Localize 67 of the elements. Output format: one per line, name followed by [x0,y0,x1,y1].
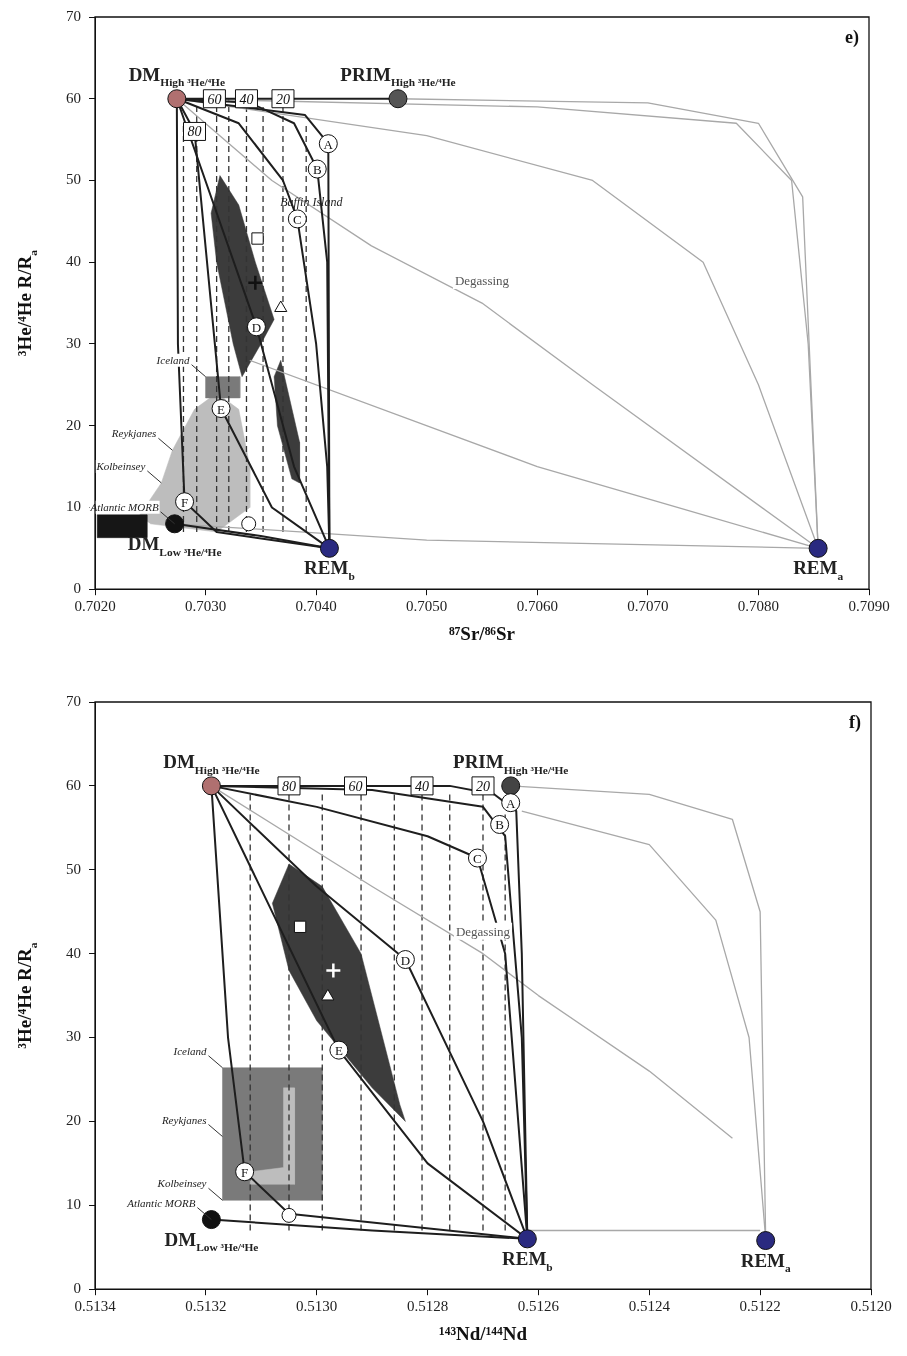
data-label: C [293,211,302,227]
x-tick-label: 0.7080 [737,598,780,615]
y-tick-label: 50 [66,171,81,188]
x-tick-label: 0.7070 [627,598,669,615]
y-tick-label: 30 [66,334,81,351]
y-tick-label: 70 [66,7,81,24]
data-label: E [334,1043,343,1059]
annotation: 60 [348,778,363,794]
x-tick-label: 0.5120 [850,1298,892,1315]
annotation: Atlantic MORB [126,1196,196,1209]
data-label: A [323,136,334,152]
annotation: Iceland [172,1044,207,1057]
data-label: D [400,952,411,968]
y-tick-label: 10 [66,1196,81,1213]
data-label: C [473,851,482,867]
x-tick-label: 0.7030 [184,598,227,615]
annotation: f) [849,712,862,733]
annotation: 40 [415,778,430,794]
annotation: Reykjanes [110,427,157,440]
y-tick-label: 20 [66,1112,81,1129]
annotation: 20 [275,91,290,107]
data-label: F [241,1164,249,1180]
y-tick-label: 60 [66,89,81,106]
x-tick-label: 0.5128 [406,1298,449,1315]
x-tick-label: 0.5134 [74,1298,117,1315]
x-tick-label: 0.7050 [406,598,448,615]
data-label: B [495,817,505,833]
data-label: D [251,319,262,335]
annotation: 80 [282,778,296,794]
annotation: Iceland [155,353,191,366]
data-label: E [217,401,226,417]
x-tick-label: 0.7020 [74,598,116,615]
annotation: 20 [476,778,490,794]
annotation: 40 [239,91,254,107]
y-axis-title: ³He/⁴He R/Ra [14,249,39,357]
x-tick-label: 0.7060 [516,598,558,615]
annotation: Kolbeinsey [95,459,146,472]
y-tick-label: 60 [66,776,81,793]
y-tick-label: 10 [66,498,81,515]
annotation: e) [845,27,860,48]
annotation: Degassing [454,273,510,289]
y-axis-title: ³He/⁴He R/Ra [14,942,39,1049]
x-tick-label: 0.5126 [517,1298,560,1315]
annotation: Kolbeinsey [156,1177,207,1190]
y-tick-label: 0 [73,1280,81,1297]
x-tick-label: 0.5132 [185,1298,227,1315]
annotation: Degassing [455,923,511,939]
y-tick-label: 40 [66,944,81,961]
data-label: B [312,162,322,178]
y-tick-label: 70 [66,692,81,709]
x-tick-label: 0.5124 [628,1298,671,1315]
x-tick-label: 0.5130 [296,1298,338,1315]
x-tick-label: 0.7090 [848,598,890,615]
annotation: Reykjanes [160,1113,207,1126]
annotation: 60 [207,91,222,107]
x-tick-label: 0.5122 [739,1298,781,1315]
data-label: A [506,795,517,811]
data-label: F [180,494,189,510]
y-tick-label: 40 [66,253,81,270]
x-tick-label: 0.7040 [295,598,337,615]
x-axis-title: ⁸⁷Sr/⁸⁶Sr [448,622,516,644]
annotation: 80 [187,124,202,140]
x-axis-title: ¹⁴³Nd/¹⁴⁴Nd [438,1322,528,1344]
y-tick-label: 20 [66,416,81,433]
y-tick-label: 0 [73,580,81,597]
y-tick-label: 30 [66,1028,81,1045]
y-tick-label: 50 [66,860,81,877]
